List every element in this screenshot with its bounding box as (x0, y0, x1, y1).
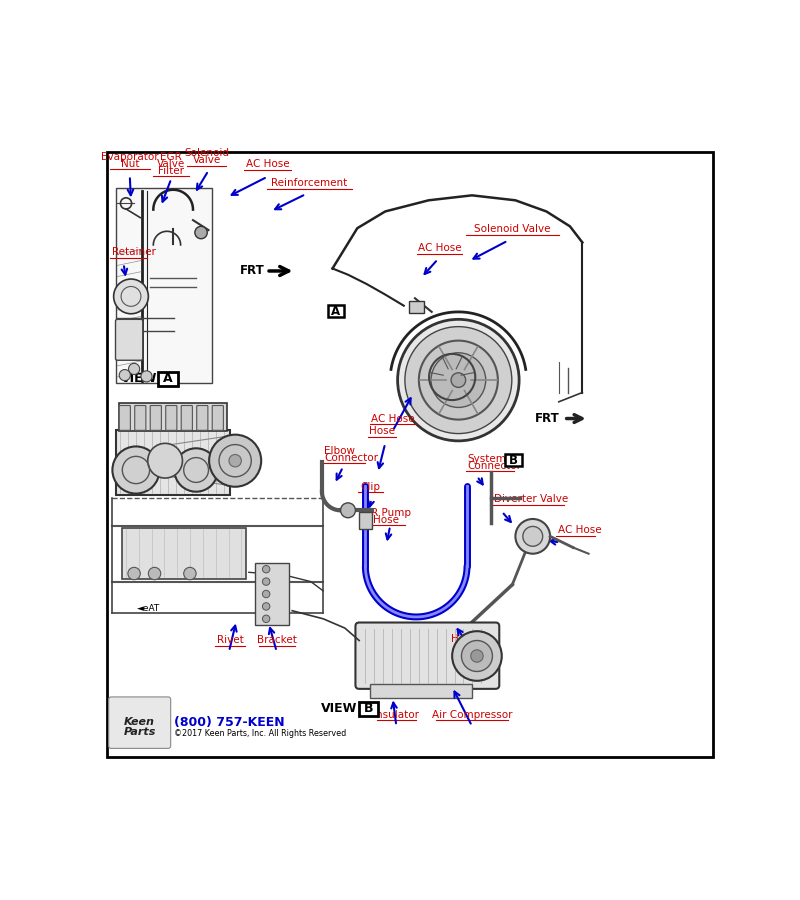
FancyBboxPatch shape (255, 563, 289, 625)
Text: VIEW: VIEW (321, 702, 358, 716)
Circle shape (229, 454, 242, 467)
Text: AC Hose: AC Hose (558, 525, 601, 535)
Circle shape (262, 615, 270, 623)
FancyBboxPatch shape (359, 511, 371, 529)
Circle shape (209, 435, 262, 487)
Circle shape (419, 340, 498, 419)
FancyBboxPatch shape (158, 372, 178, 386)
Circle shape (398, 320, 519, 441)
Circle shape (262, 603, 270, 610)
Circle shape (114, 279, 148, 314)
FancyBboxPatch shape (506, 454, 522, 466)
Text: ©2017 Keen Parts, Inc. All Rights Reserved: ©2017 Keen Parts, Inc. All Rights Reserv… (174, 729, 346, 738)
FancyBboxPatch shape (212, 406, 223, 430)
FancyBboxPatch shape (115, 320, 142, 360)
FancyBboxPatch shape (410, 302, 424, 312)
Text: VIEW: VIEW (121, 373, 157, 385)
FancyBboxPatch shape (118, 403, 227, 431)
FancyBboxPatch shape (115, 188, 211, 383)
Text: System: System (467, 454, 506, 464)
Circle shape (262, 565, 270, 573)
Circle shape (470, 650, 483, 662)
Text: AC Hose: AC Hose (418, 243, 462, 253)
FancyBboxPatch shape (134, 406, 146, 430)
Circle shape (119, 370, 130, 381)
Text: Reinforcement: Reinforcement (271, 178, 348, 188)
Text: A: A (162, 373, 172, 385)
Text: Rivet: Rivet (217, 635, 243, 645)
Circle shape (195, 226, 207, 239)
FancyBboxPatch shape (370, 684, 472, 698)
Text: Hose 2: Hose 2 (451, 634, 487, 643)
Text: B: B (509, 454, 518, 466)
Circle shape (174, 448, 218, 491)
FancyBboxPatch shape (355, 623, 499, 688)
Circle shape (515, 519, 550, 554)
Text: Nut: Nut (121, 158, 139, 168)
Text: Clip: Clip (360, 482, 380, 491)
Circle shape (452, 631, 502, 680)
Text: Hose: Hose (374, 515, 399, 525)
Text: A: A (331, 305, 340, 318)
Text: EGR: EGR (161, 152, 182, 162)
Text: ◄eAT: ◄eAT (138, 604, 161, 613)
FancyBboxPatch shape (150, 406, 162, 430)
Text: (800) 757-KEEN: (800) 757-KEEN (174, 716, 285, 729)
Circle shape (405, 327, 512, 434)
Text: AC Hose: AC Hose (246, 159, 290, 169)
FancyBboxPatch shape (119, 406, 130, 430)
Text: Retainer: Retainer (112, 248, 156, 257)
FancyBboxPatch shape (122, 527, 246, 579)
Text: B: B (364, 702, 374, 716)
Text: Keen: Keen (124, 717, 155, 727)
Circle shape (523, 526, 542, 546)
FancyBboxPatch shape (197, 406, 208, 430)
Text: Parts: Parts (123, 727, 156, 737)
Circle shape (262, 590, 270, 598)
Text: Valve: Valve (193, 155, 221, 165)
Text: Connector: Connector (325, 453, 378, 463)
FancyBboxPatch shape (182, 406, 192, 430)
FancyBboxPatch shape (115, 429, 230, 495)
Circle shape (184, 567, 196, 580)
Text: Solenoid Valve: Solenoid Valve (474, 224, 550, 234)
Text: Solenoid: Solenoid (184, 148, 229, 158)
FancyBboxPatch shape (327, 305, 344, 318)
Text: Filter: Filter (158, 166, 184, 176)
Circle shape (262, 578, 270, 585)
Text: Hose: Hose (369, 426, 395, 436)
Circle shape (112, 446, 159, 493)
Circle shape (148, 444, 182, 478)
Circle shape (431, 353, 486, 408)
Text: FRT: FRT (239, 265, 264, 277)
Text: Elbow: Elbow (325, 446, 355, 455)
Text: AIR Pump: AIR Pump (362, 508, 411, 518)
Text: Air Compressor: Air Compressor (432, 710, 512, 720)
Text: Connector: Connector (467, 461, 521, 471)
Circle shape (341, 503, 355, 517)
Circle shape (129, 364, 140, 374)
Text: Evaporator: Evaporator (101, 152, 158, 162)
Circle shape (462, 641, 493, 671)
FancyBboxPatch shape (109, 697, 170, 749)
Circle shape (148, 567, 161, 580)
Text: Valve: Valve (157, 158, 186, 168)
FancyBboxPatch shape (166, 406, 177, 430)
Circle shape (128, 567, 140, 580)
Circle shape (141, 371, 152, 382)
Text: Diverter Valve: Diverter Valve (494, 494, 568, 504)
Text: Insulator: Insulator (374, 710, 419, 720)
Text: FRT: FRT (535, 412, 560, 425)
Text: AC Hose: AC Hose (371, 413, 414, 424)
Circle shape (451, 373, 466, 387)
Text: Bracket: Bracket (257, 635, 297, 645)
FancyBboxPatch shape (358, 702, 378, 716)
